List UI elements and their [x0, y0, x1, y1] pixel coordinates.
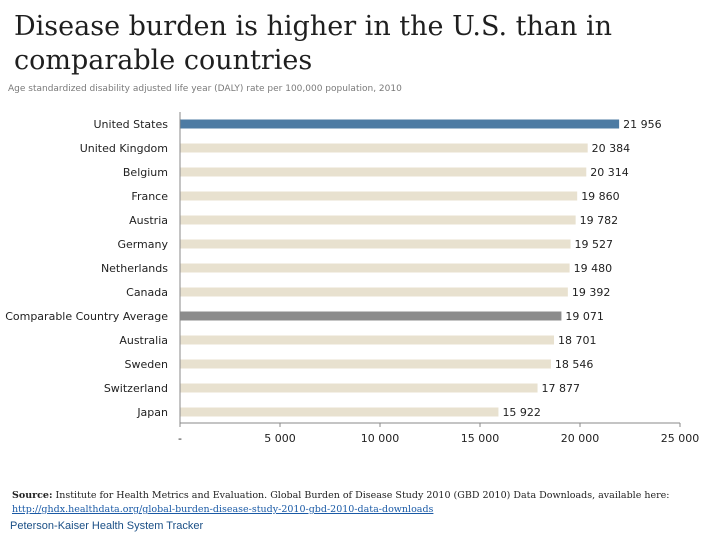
category-label-germany: Germany	[117, 238, 168, 251]
chart-subtitle: Age standardized disability adjusted lif…	[8, 84, 402, 94]
source-label: Source:	[12, 490, 53, 501]
brand-footer: Peterson-Kaiser Health System Tracker	[10, 520, 204, 532]
category-label-switzerland: Switzerland	[104, 382, 168, 395]
source-text: Institute for Health Metrics and Evaluat…	[55, 490, 670, 501]
value-label-united-states: 21 956	[623, 118, 662, 131]
x-tick-label-5000: 5 000	[264, 432, 296, 445]
value-label-sweden: 18 546	[555, 358, 594, 371]
value-label-canada: 19 392	[572, 286, 611, 299]
value-label-united-kingdom: 20 384	[592, 142, 631, 155]
value-label-belgium: 20 314	[590, 166, 629, 179]
bar-belgium	[180, 167, 587, 177]
value-label-germany: 19 527	[575, 238, 614, 251]
bar-netherlands	[180, 263, 570, 273]
source-note: Source: Institute for Health Metrics and…	[12, 489, 712, 517]
value-label-switzerland: 17 877	[542, 382, 581, 395]
x-tick-label-0: -	[178, 432, 182, 445]
bar-comparable-country-average	[180, 311, 562, 321]
value-label-austria: 19 782	[580, 214, 619, 227]
category-label-netherlands: Netherlands	[101, 262, 168, 275]
value-label-japan: 15 922	[502, 406, 541, 419]
bar-united-states	[180, 119, 620, 129]
bar-japan	[180, 407, 499, 417]
category-label-comparable-country-average: Comparable Country Average	[5, 310, 168, 323]
source-link[interactable]: http://ghdx.healthdata.org/global-burden…	[12, 504, 434, 515]
category-label-australia: Australia	[119, 334, 168, 347]
x-tick-label-15000: 15 000	[461, 432, 500, 445]
category-label-france: France	[131, 190, 168, 203]
value-label-france: 19 860	[581, 190, 620, 203]
x-tick-label-10000: 10 000	[361, 432, 400, 445]
category-label-canada: Canada	[126, 286, 168, 299]
bar-switzerland	[180, 383, 538, 393]
x-tick-label-25000: 25 000	[661, 432, 700, 445]
bar-france	[180, 191, 578, 201]
category-label-united-kingdom: United Kingdom	[80, 142, 168, 155]
bar-germany	[180, 239, 571, 249]
value-label-netherlands: 19 480	[574, 262, 613, 275]
bar-australia	[180, 335, 555, 345]
chart-title: Disease burden is higher in the U.S. tha…	[14, 11, 612, 76]
category-label-belgium: Belgium	[123, 166, 168, 179]
bar-chart: United States 21 956 United Kingdom 20 384 B…	[5, 112, 700, 445]
value-label-australia: 18 701	[558, 334, 597, 347]
category-label-sweden: Sweden	[125, 358, 168, 371]
category-label-austria: Austria	[129, 214, 168, 227]
bar-united-kingdom	[180, 143, 588, 153]
bar-austria	[180, 215, 576, 225]
category-label-japan: Japan	[136, 406, 168, 419]
bar-sweden	[180, 359, 551, 369]
value-label-comparable-country-average: 19 071	[565, 310, 604, 323]
bar-canada	[180, 287, 568, 297]
category-label-united-states: United States	[94, 118, 169, 131]
x-tick-label-20000: 20 000	[561, 432, 600, 445]
